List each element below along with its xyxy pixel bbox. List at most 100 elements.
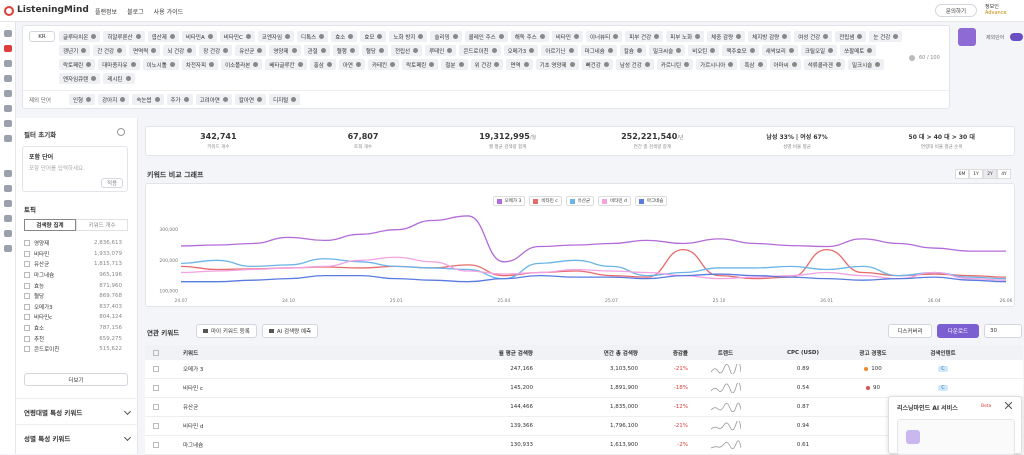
legend-item[interactable]: 오메가 3: [492, 196, 526, 206]
chip-remove[interactable]: [710, 48, 716, 53]
chip-remove[interactable]: [782, 34, 788, 39]
discovery-button[interactable]: 디스커버리: [888, 324, 932, 338]
keyword-chip[interactable]: 카테킨: [367, 59, 400, 70]
keyword-chip[interactable]: 홍삼: [309, 59, 336, 70]
chip-remove[interactable]: [695, 34, 701, 39]
keyword-chip[interactable]: 눈 건강: [869, 31, 903, 42]
exclude-toggle[interactable]: [1010, 33, 1023, 41]
chip-remove[interactable]: [429, 62, 435, 67]
chip-remove[interactable]: [613, 34, 619, 39]
chip-remove[interactable]: [135, 34, 141, 39]
checkbox[interactable]: [153, 366, 159, 372]
nav-link[interactable]: 사용 가이드: [153, 9, 184, 16]
keyword-chip[interactable]: 뇌 건강: [163, 45, 197, 56]
period-button[interactable]: 2Y: [983, 169, 997, 179]
chip-remove[interactable]: [390, 62, 396, 67]
chip-remove[interactable]: [297, 62, 303, 67]
rail-icon[interactable]: [4, 185, 12, 192]
topic-item[interactable]: 효능 871,960: [24, 280, 130, 291]
rail-icon[interactable]: [4, 30, 12, 37]
keyword-chip[interactable]: 아연: [338, 59, 365, 70]
topic-item[interactable]: 유산균 1,815,713: [24, 259, 130, 270]
apply-button[interactable]: 적용: [101, 178, 123, 188]
keyword-chip[interactable]: 오메가3: [503, 45, 539, 56]
keyword-chip[interactable]: 콜레인 주스: [464, 31, 508, 42]
chip-remove[interactable]: [222, 97, 228, 102]
rail-icon[interactable]: [4, 90, 12, 97]
rail-icon[interactable]: [4, 45, 12, 52]
chip-remove[interactable]: [791, 62, 797, 67]
more-button[interactable]: 더보기: [24, 373, 128, 386]
chip-remove[interactable]: [253, 62, 259, 67]
checkbox[interactable]: [24, 282, 30, 289]
checkbox[interactable]: [24, 250, 30, 257]
exclude-chip[interactable]: 칼아연: [234, 94, 267, 105]
chip-remove[interactable]: [378, 48, 384, 53]
chip-remove[interactable]: [491, 48, 497, 53]
checkbox[interactable]: [24, 325, 30, 332]
sidebar-section[interactable]: 연령대별 특성 키워드: [16, 398, 138, 424]
chip-remove[interactable]: [223, 48, 229, 53]
table-row[interactable]: 오메가 3 247,166 3,103,500 -21% 0.89 100 C: [145, 360, 1023, 379]
checkbox[interactable]: [24, 261, 30, 268]
rail-icon[interactable]: [4, 200, 12, 207]
chip-remove[interactable]: [86, 97, 92, 102]
keyword-chip[interactable]: 해독 주스: [510, 31, 549, 42]
legend-item[interactable]: 비타민 d: [598, 196, 631, 206]
topic-item[interactable]: 비타민 1,933,079: [24, 249, 130, 260]
topic-item[interactable]: 오메가3 837,403: [24, 302, 130, 313]
rail-icon[interactable]: [4, 135, 12, 142]
topic-item[interactable]: 비타민c 804,124: [24, 312, 130, 323]
rail-icon[interactable]: [4, 75, 12, 82]
chip-remove[interactable]: [355, 62, 361, 67]
topic-tab[interactable]: 검색량 집계: [24, 219, 76, 231]
nav-link[interactable]: 플랜정보: [95, 9, 118, 16]
rail-icon[interactable]: [4, 245, 12, 252]
chip-remove[interactable]: [319, 34, 325, 39]
chip-remove[interactable]: [676, 48, 682, 53]
chip-remove[interactable]: [207, 34, 213, 39]
chip-remove[interactable]: [494, 62, 500, 67]
exclude-chip[interactable]: 고려아연: [195, 94, 232, 105]
chip-remove[interactable]: [187, 48, 193, 53]
chip-remove[interactable]: [183, 97, 189, 102]
checkbox[interactable]: [24, 293, 30, 300]
checkbox[interactable]: [24, 272, 30, 279]
table-row[interactable]: 비타민 c 145,200 1,891,900 -18% 0.54 90 C: [145, 379, 1023, 398]
keyword-chip[interactable]: 노화 방지: [389, 31, 428, 42]
chip-remove[interactable]: [836, 62, 841, 67]
keyword-chip[interactable]: 마그네슘: [580, 45, 617, 56]
keyword-chip[interactable]: 효모: [360, 31, 387, 42]
rail-icon[interactable]: [4, 120, 12, 127]
chip-remove[interactable]: [447, 48, 453, 53]
topic-item[interactable]: 혈당 869,768: [24, 291, 130, 302]
chip-remove[interactable]: [823, 34, 829, 39]
chip-remove[interactable]: [291, 48, 297, 53]
rail-icon[interactable]: [4, 215, 12, 222]
legend-item[interactable]: 유산균: [565, 196, 595, 206]
checkbox[interactable]: [153, 349, 159, 356]
keyword-chip[interactable]: 피부 노화: [666, 31, 705, 42]
chip-remove[interactable]: [684, 62, 690, 67]
exclude-chip[interactable]: 속눈썹: [132, 94, 164, 105]
keyword-chip[interactable]: 여성 건강: [794, 31, 833, 42]
keyword-chip[interactable]: 전립샘: [835, 31, 867, 42]
chip-remove[interactable]: [458, 62, 464, 67]
chip-remove[interactable]: [320, 48, 326, 53]
chip-remove[interactable]: [867, 48, 873, 53]
keyword-chip[interactable]: 비타민A: [181, 31, 217, 42]
chip-remove[interactable]: [291, 97, 297, 102]
chip-remove[interactable]: [568, 48, 574, 53]
chip-remove[interactable]: [257, 48, 263, 53]
topic-tab[interactable]: 키워드 개수: [76, 219, 128, 231]
nav-link[interactable]: 블로그: [127, 9, 144, 16]
keyword-chip[interactable]: 체지방 감량: [748, 31, 792, 42]
keyword-chip[interactable]: 이소플라본: [221, 59, 263, 70]
chip-remove[interactable]: [120, 97, 126, 102]
exclude-chip[interactable]: 주가: [166, 94, 193, 105]
chip-remove[interactable]: [91, 76, 97, 81]
table-row[interactable]: 비타민 d 139,366 1,796,100 -21% 0.94: [145, 417, 1023, 436]
keyword-chip[interactable]: 밀크시슬: [848, 59, 885, 70]
keyword-chip[interactable]: 면역: [506, 59, 533, 70]
chip-remove[interactable]: [154, 97, 160, 102]
